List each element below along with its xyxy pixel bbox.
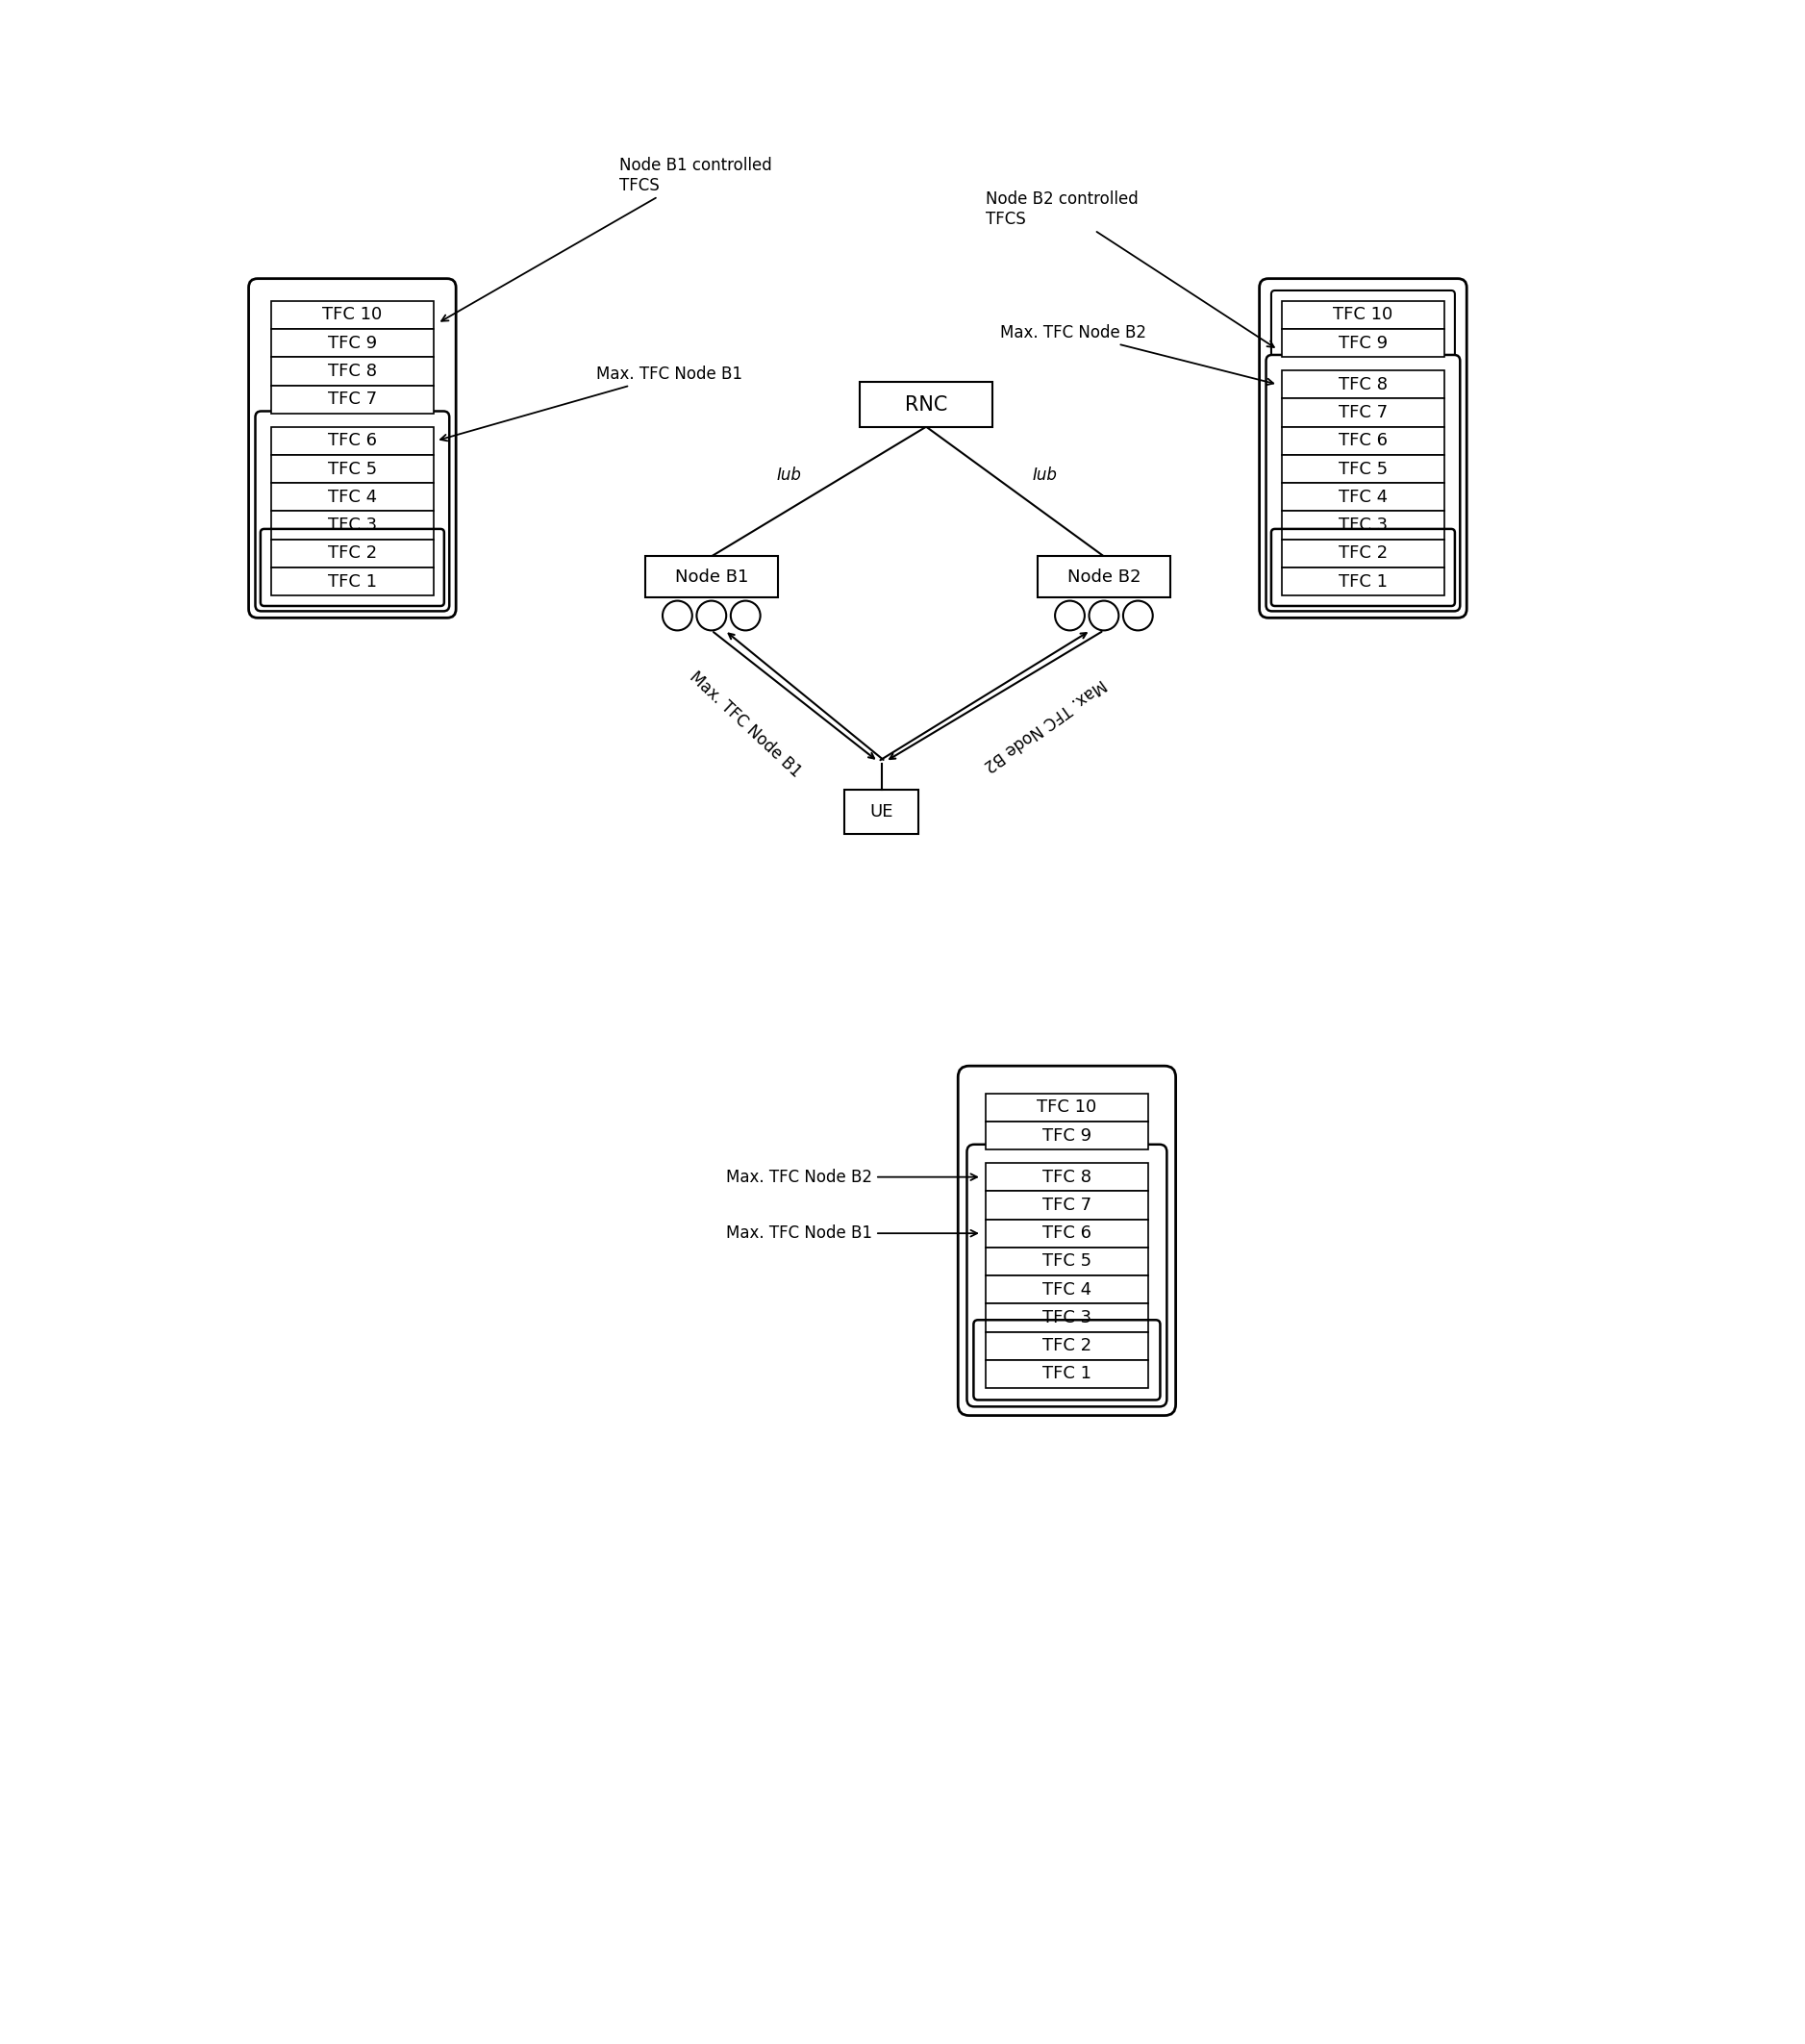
Circle shape [1088,601,1119,630]
Bar [271,384,433,413]
Text: TFC 9: TFC 9 [1339,335,1388,352]
Circle shape [731,601,760,630]
Bar [271,300,433,329]
Bar [986,1122,1148,1149]
FancyBboxPatch shape [958,1065,1175,1416]
Text: TFC 6: TFC 6 [1041,1224,1092,1243]
Text: TFC 9: TFC 9 [329,335,377,352]
Text: TFC 5: TFC 5 [1041,1253,1092,1269]
Bar [986,1247,1148,1275]
FancyBboxPatch shape [967,1145,1166,1406]
Bar [986,1192,1148,1218]
Text: TFC 6: TFC 6 [1339,431,1388,450]
Bar [1282,300,1444,329]
Bar [1282,399,1444,427]
Text: Node B1 controlled
TFCS: Node B1 controlled TFCS [442,157,771,321]
FancyBboxPatch shape [1265,356,1460,611]
Text: Iub: Iub [1032,466,1058,484]
Text: Node B2: Node B2 [1067,568,1141,585]
Bar [1282,540,1444,568]
Text: TFC 3: TFC 3 [1339,517,1388,533]
FancyBboxPatch shape [1271,290,1455,368]
Text: TFC 3: TFC 3 [329,517,377,533]
Bar [986,1094,1148,1122]
Text: TFC 4: TFC 4 [1339,489,1388,505]
Bar [1038,556,1170,597]
Bar [271,358,433,384]
Bar [986,1218,1148,1247]
Text: TFC 2: TFC 2 [329,546,377,562]
Bar [271,511,433,540]
Text: Iub: Iub [776,466,801,484]
Text: RNC: RNC [904,394,948,415]
Text: TFC 7: TFC 7 [1041,1196,1092,1214]
Text: Node B1: Node B1 [675,568,747,585]
Text: TFC 8: TFC 8 [1339,376,1388,392]
Bar [1282,482,1444,511]
Bar [986,1304,1148,1333]
Text: TFC 5: TFC 5 [329,460,377,478]
Text: UE: UE [870,803,893,820]
Bar [271,456,433,482]
Bar [1282,568,1444,595]
Text: TFC 8: TFC 8 [329,362,377,380]
Bar [859,382,993,427]
Text: Max. TFC Node B1: Max. TFC Node B1 [686,668,803,781]
Text: TFC 8: TFC 8 [1041,1169,1092,1186]
Text: TFC 1: TFC 1 [1041,1365,1092,1382]
Bar [986,1275,1148,1304]
Bar [271,427,433,456]
Text: TFC 4: TFC 4 [329,489,377,505]
Text: TFC 6: TFC 6 [329,431,377,450]
FancyBboxPatch shape [249,278,457,617]
Circle shape [662,601,691,630]
Text: Max. TFC Node B2: Max. TFC Node B2 [1000,325,1273,384]
Bar [1282,370,1444,399]
Text: Max. TFC Node B1: Max. TFC Node B1 [726,1224,977,1243]
Bar [1282,329,1444,358]
Bar [271,482,433,511]
Bar [1282,456,1444,482]
FancyBboxPatch shape [1260,278,1467,617]
Bar [271,540,433,568]
Bar [986,1163,1148,1192]
Text: TFC 7: TFC 7 [329,390,377,409]
Text: TFC 9: TFC 9 [1041,1126,1092,1145]
Text: TFC 10: TFC 10 [323,307,383,323]
Text: Node B2 controlled
TFCS: Node B2 controlled TFCS [986,190,1274,347]
Bar [644,556,778,597]
Text: TFC 2: TFC 2 [1339,546,1388,562]
Text: TFC 7: TFC 7 [1339,405,1388,421]
Circle shape [1054,601,1085,630]
Bar [986,1359,1148,1388]
Bar [1282,427,1444,456]
Bar [986,1333,1148,1359]
Text: TFC 10: TFC 10 [1036,1100,1097,1116]
Text: TFC 3: TFC 3 [1041,1308,1092,1327]
Text: TFC 5: TFC 5 [1339,460,1388,478]
Text: Max. TFC Node B1: Max. TFC Node B1 [440,366,744,442]
Bar [845,789,919,834]
FancyBboxPatch shape [255,411,449,611]
Circle shape [1123,601,1153,630]
Text: TFC 2: TFC 2 [1041,1337,1092,1355]
Circle shape [697,601,726,630]
Text: TFC 1: TFC 1 [329,572,377,591]
Text: TFC 10: TFC 10 [1334,307,1393,323]
Text: TFC 4: TFC 4 [1041,1282,1092,1298]
Text: Max. TFC Node B2: Max. TFC Node B2 [980,675,1108,775]
Text: TFC 1: TFC 1 [1339,572,1388,591]
Bar [271,568,433,595]
Bar [1282,511,1444,540]
Bar [271,329,433,358]
Text: Max. TFC Node B2: Max. TFC Node B2 [726,1169,977,1186]
